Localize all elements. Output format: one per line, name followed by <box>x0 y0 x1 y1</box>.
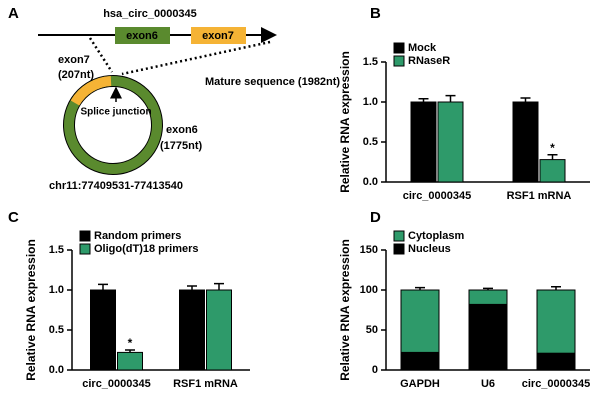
bar <box>539 159 566 183</box>
panel-a: A hsa_circ_0000345 exon6 exon7 exon7 (20… <box>8 5 340 192</box>
x-tick-label: RSF1 mRNA <box>173 378 238 390</box>
x-tick-label: circ_0000345 <box>82 378 151 390</box>
x-tick-label: RSF1 mRNA <box>507 190 572 202</box>
exon-label: exon6 <box>126 30 158 42</box>
bar <box>468 303 508 371</box>
error-bar <box>445 94 456 102</box>
y-tick-label: 150 <box>360 244 378 256</box>
error-bar <box>547 154 558 160</box>
junction-label: Splice junction <box>80 107 151 118</box>
legend-label: Oligo(dT)18 primers <box>94 243 199 255</box>
y-axis-label: Relative RNA expression <box>24 239 38 381</box>
y-tick-label: 0.0 <box>49 364 64 376</box>
y-tick-label: 100 <box>360 284 378 296</box>
bar <box>512 101 539 183</box>
panel-label: C <box>8 209 19 226</box>
bar <box>400 289 440 353</box>
y-tick-label: 0 <box>372 364 378 376</box>
error-bar <box>125 349 135 353</box>
bar <box>117 351 143 371</box>
dotted-line <box>88 37 114 73</box>
significance: * <box>550 141 555 155</box>
legend-swatch <box>393 243 405 255</box>
y-tick-label: 50 <box>366 324 378 336</box>
bar <box>536 352 576 371</box>
legend-swatch <box>393 42 405 54</box>
x-tick-label: GAPDH <box>400 378 440 390</box>
circ-ring <box>64 76 162 174</box>
bar <box>468 289 508 305</box>
panel-label: A <box>8 5 19 22</box>
y-axis-label: Relative RNA expression <box>338 51 352 193</box>
legend-label: Nucleus <box>408 243 451 255</box>
bar <box>437 101 464 183</box>
mature-label: Mature sequence (1982nt) <box>205 76 340 88</box>
bar <box>536 289 576 354</box>
error-bar <box>520 97 531 102</box>
bar <box>179 289 205 371</box>
y-tick-label: 1.5 <box>49 244 64 256</box>
exon-length: (1775nt) <box>160 140 203 152</box>
error-bar <box>418 98 429 102</box>
bar <box>410 101 437 183</box>
legend-swatch <box>79 243 91 255</box>
x-tick-label: U6 <box>481 378 495 390</box>
y-tick-label: 1.0 <box>363 96 378 108</box>
y-tick-label: 0.0 <box>363 176 378 188</box>
exon-length: (207nt) <box>58 69 94 81</box>
panel-label: D <box>370 209 381 226</box>
error-bar <box>483 287 493 290</box>
exon6-box <box>115 27 170 44</box>
bar <box>400 351 440 371</box>
y-axis-label: Relative RNA expression <box>338 239 352 381</box>
y-tick-label: 1.0 <box>49 284 64 296</box>
exon-label: exon7 <box>58 54 90 66</box>
legend-swatch <box>393 230 405 242</box>
gene-name: hsa_circ_0000345 <box>103 8 197 20</box>
y-tick-label: 1.5 <box>363 56 378 68</box>
error-bar <box>551 286 561 290</box>
exon7-box <box>191 27 246 44</box>
exon7-arc <box>70 76 112 106</box>
exon-label: exon6 <box>166 124 198 136</box>
error-bar <box>187 285 197 290</box>
legend-swatch <box>79 230 91 242</box>
legend-label: RNaseR <box>408 55 450 67</box>
dotted-line <box>121 40 271 76</box>
locus: chr11:77409531-77413540 <box>49 180 183 192</box>
significance: * <box>128 336 133 350</box>
x-tick-label: circ_0000345 <box>522 378 591 390</box>
legend-swatch <box>393 55 405 67</box>
y-tick-label: 0.5 <box>49 324 64 336</box>
panel-label: B <box>370 5 381 22</box>
bar <box>90 289 116 371</box>
exon-label: exon7 <box>202 30 234 42</box>
error-bar <box>98 283 108 290</box>
legend-label: Cytoplasm <box>408 230 464 242</box>
bar <box>206 289 232 371</box>
error-bar <box>214 282 224 290</box>
error-bar <box>415 286 425 290</box>
legend-label: Mock <box>408 42 437 54</box>
x-tick-label: circ_0000345 <box>403 190 472 202</box>
y-tick-label: 0.5 <box>363 136 378 148</box>
legend-label: Random primers <box>94 230 181 242</box>
